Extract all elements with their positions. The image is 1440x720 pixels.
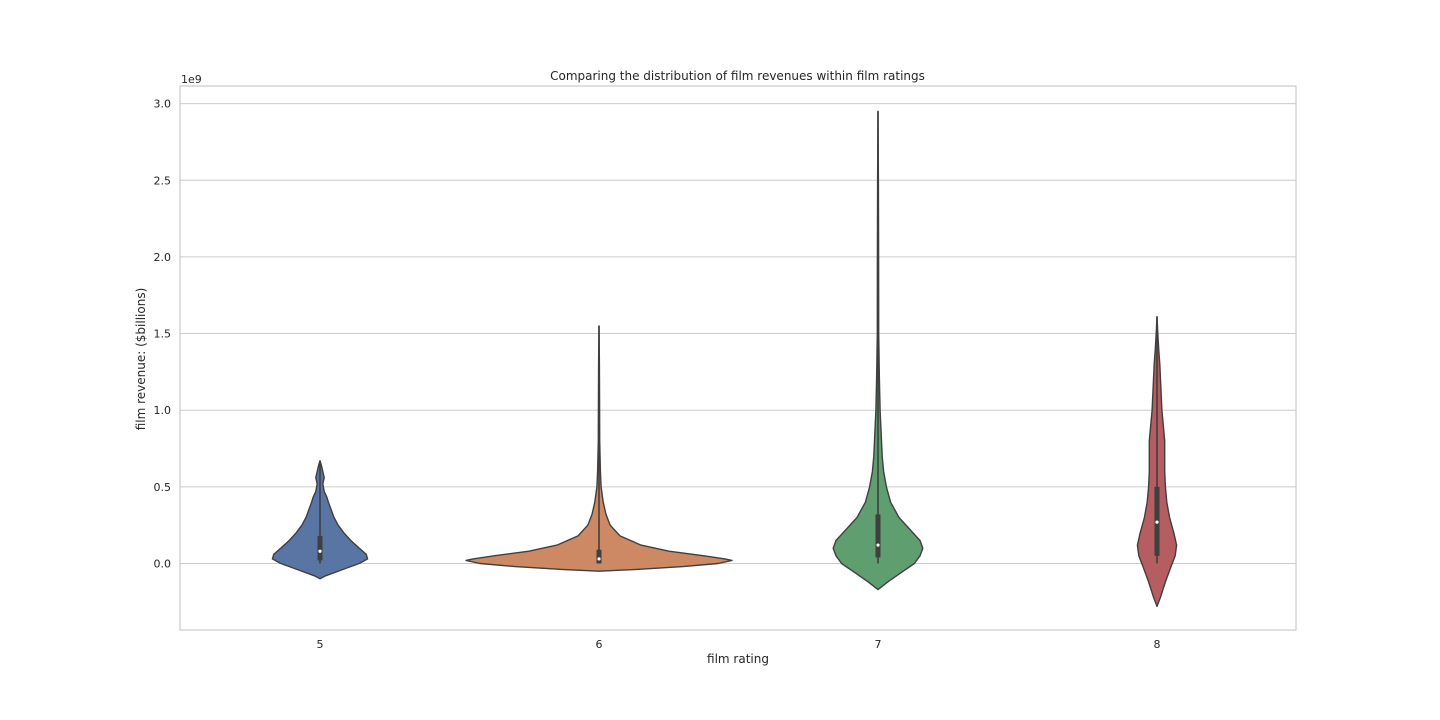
y-tick-label: 0.0 <box>154 558 172 571</box>
x-axis-label: film rating <box>707 652 769 666</box>
y-tick-label: 1.5 <box>154 328 172 341</box>
x-tick-label: 6 <box>596 638 603 651</box>
y-axis-label: film revenue: ($billions) <box>134 288 148 431</box>
y-tick-label: 3.0 <box>154 98 172 111</box>
y-tick-label: 2.0 <box>154 251 172 264</box>
x-tick-label: 7 <box>875 638 882 651</box>
y-offset-label: 1e9 <box>181 73 202 86</box>
y-tick-label: 0.5 <box>154 481 172 494</box>
y-tick-labels: 0.0 0.5 1.0 1.5 2.0 2.5 3.0 <box>154 98 172 571</box>
violin-iqr-box <box>875 514 881 558</box>
violin-median <box>318 549 322 553</box>
grid-lines <box>180 103 1296 564</box>
violin-iqr-box <box>317 535 323 561</box>
chart-title: Comparing the distribution of film reven… <box>550 69 925 83</box>
x-tick-labels: 5 6 7 8 <box>317 638 1161 651</box>
violin-median <box>597 557 601 561</box>
x-tick-label: 5 <box>317 638 324 651</box>
y-tick-label: 1.0 <box>154 404 172 417</box>
violin-median <box>1155 520 1159 524</box>
violin-median <box>876 543 880 547</box>
x-tick-label: 8 <box>1154 638 1161 651</box>
plot-frame <box>179 85 1297 631</box>
violin-iqr-box <box>596 549 602 564</box>
y-tick-label: 2.5 <box>154 174 172 187</box>
violins <box>271 110 1178 608</box>
